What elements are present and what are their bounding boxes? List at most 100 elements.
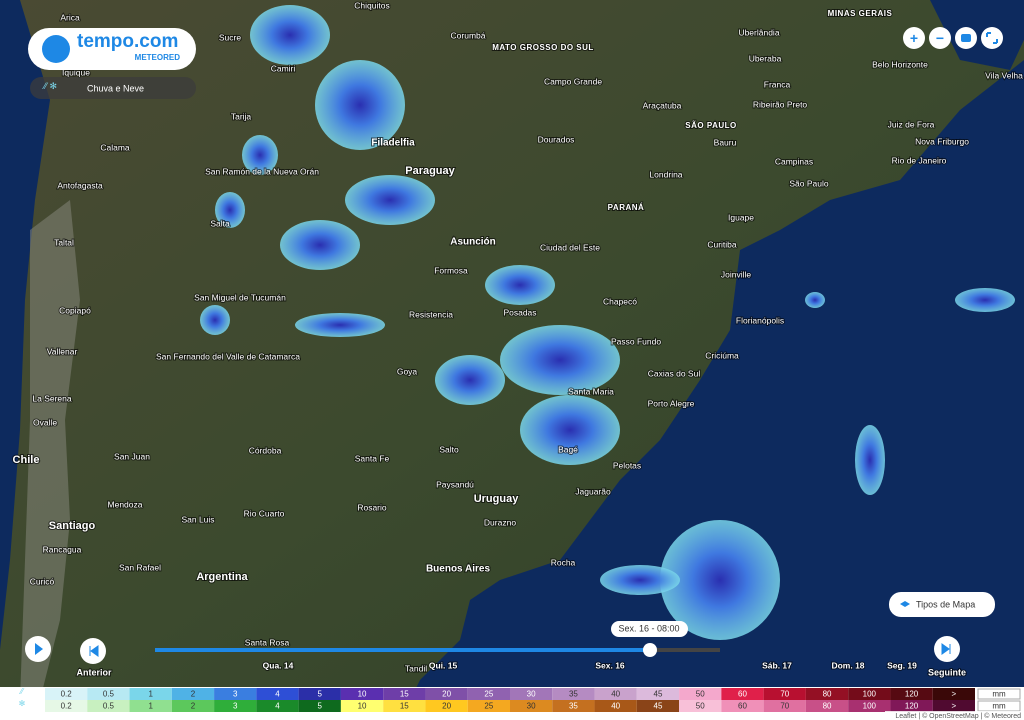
- place-label: Sucre: [219, 32, 241, 42]
- place-label: Salta: [210, 218, 230, 228]
- legend-swatch: [298, 688, 341, 700]
- place-label: Araçatuba: [643, 100, 682, 110]
- place-label: Vila Velha: [985, 70, 1023, 80]
- place-label: Caxias do Sul: [648, 368, 701, 378]
- place-label: Corumbá: [451, 30, 486, 40]
- legend-swatch: [510, 688, 553, 700]
- place-label: PARANÁ: [608, 203, 645, 212]
- legend-swatch: [383, 688, 426, 700]
- legend-swatch: [679, 700, 722, 712]
- legend-swatch: [340, 688, 384, 700]
- place-label: Formosa: [434, 265, 468, 275]
- legend-value: 25: [484, 702, 493, 711]
- legend-value: >: [952, 702, 957, 711]
- zoom-in-button[interactable]: [903, 27, 925, 49]
- legend-value: 0.2: [61, 690, 73, 699]
- legend-value: 2: [191, 702, 196, 711]
- place-label: Vallenar: [47, 346, 78, 356]
- place-label: Ribeirão Preto: [753, 99, 808, 109]
- place-label: Jaguarão: [575, 486, 611, 496]
- legend-value: 1: [148, 702, 153, 711]
- legend-swatch: [87, 700, 130, 712]
- legend-value: 120: [905, 690, 919, 699]
- legend-value: >: [952, 690, 957, 699]
- place-label: Porto Alegre: [648, 398, 695, 408]
- place-label: Camiri: [271, 63, 296, 73]
- previous-label: Anterior: [76, 667, 112, 677]
- place-label: Nova Friburgo: [915, 136, 969, 146]
- place-label: Salto: [439, 444, 459, 454]
- legend-value: 20: [442, 702, 451, 711]
- place-label: Buenos Aires: [426, 564, 491, 575]
- legend-swatch: [129, 700, 172, 712]
- place-label: Paysandú: [436, 479, 474, 489]
- legend-swatch: [636, 688, 680, 700]
- day-label[interactable]: Dom. 18: [830, 659, 865, 671]
- place-label: Uberlândia: [738, 27, 779, 37]
- place-label: MINAS GERAIS: [828, 9, 893, 18]
- timeline-knob[interactable]: [643, 643, 657, 657]
- legend-swatch: [129, 688, 172, 700]
- place-label: Antofagasta: [57, 180, 103, 190]
- day-label[interactable]: Qui. 15: [428, 659, 459, 671]
- rain-icon: ⁄⁄: [19, 687, 25, 696]
- legend-value: 0.5: [103, 690, 115, 699]
- play-icon: [35, 643, 43, 655]
- legend-value: 40: [611, 702, 620, 711]
- day-label[interactable]: Sáb. 17: [761, 659, 793, 671]
- day-label[interactable]: Qua. 14: [262, 659, 295, 671]
- map-type-button[interactable]: [889, 592, 995, 617]
- place-label: San Luis: [181, 514, 214, 524]
- legend-value: 80: [823, 702, 832, 711]
- legend-swatch: [552, 700, 595, 712]
- legend-value: 40: [611, 690, 620, 699]
- expand-icon: [986, 32, 998, 44]
- place-label: Córdoba: [249, 445, 282, 455]
- legend-swatch: [552, 688, 595, 700]
- legend-value: 30: [527, 702, 536, 711]
- legend-value: 3: [233, 702, 238, 711]
- place-label: Rocha: [551, 557, 576, 567]
- place-label: Curitiba: [707, 239, 737, 249]
- legend-value: 5: [318, 690, 323, 699]
- fullscreen-button[interactable]: [981, 27, 1003, 49]
- unit-box[interactable]: [977, 688, 1021, 700]
- place-label: São Paulo: [789, 178, 828, 188]
- layer-pill[interactable]: [30, 77, 196, 99]
- legend-swatch: [214, 700, 257, 712]
- legend-value: 50: [696, 690, 705, 699]
- legend-value: 2: [191, 690, 196, 699]
- place-label: Mendoza: [108, 499, 143, 509]
- legend-swatch: [679, 688, 722, 700]
- place-label: Franca: [764, 79, 791, 89]
- place-label: Calama: [100, 142, 130, 152]
- logo-box[interactable]: [28, 28, 196, 70]
- place-label: Copiapó: [59, 305, 91, 315]
- day-label[interactable]: Sex. 16: [594, 659, 626, 671]
- place-label: Taltal: [54, 237, 74, 247]
- legend-unit: mm: [992, 690, 1006, 699]
- zoom-out-button[interactable]: [929, 27, 951, 49]
- legend-value: 80: [823, 690, 832, 699]
- place-label: Juiz de Fora: [888, 119, 935, 129]
- place-label: Santiago: [49, 520, 96, 532]
- legend-value: 100: [863, 702, 877, 711]
- place-label: Criciúma: [705, 350, 739, 360]
- place-label: San Juan: [114, 451, 150, 461]
- legend-swatch: [298, 700, 341, 712]
- place-label: San Fernando del Valle de Catamarca: [156, 351, 300, 361]
- place-label: Passo Fundo: [611, 336, 661, 346]
- day-label[interactable]: Seg. 19: [886, 659, 918, 671]
- time-bubble: [611, 621, 688, 637]
- place-label: MATO GROSSO DO SUL: [492, 43, 594, 52]
- place-label: Paraguay: [405, 165, 455, 177]
- place-label: Pelotas: [613, 460, 641, 470]
- place-label: Florianópolis: [736, 315, 784, 325]
- legend-swatch: [721, 688, 764, 700]
- legend-value: 0.5: [103, 702, 115, 711]
- place-label: San Miguel de Tucumán: [194, 292, 286, 302]
- place-label: Rio Cuarto: [244, 508, 285, 518]
- place-label: Santa Maria: [568, 386, 614, 396]
- place-label: Posadas: [503, 307, 536, 317]
